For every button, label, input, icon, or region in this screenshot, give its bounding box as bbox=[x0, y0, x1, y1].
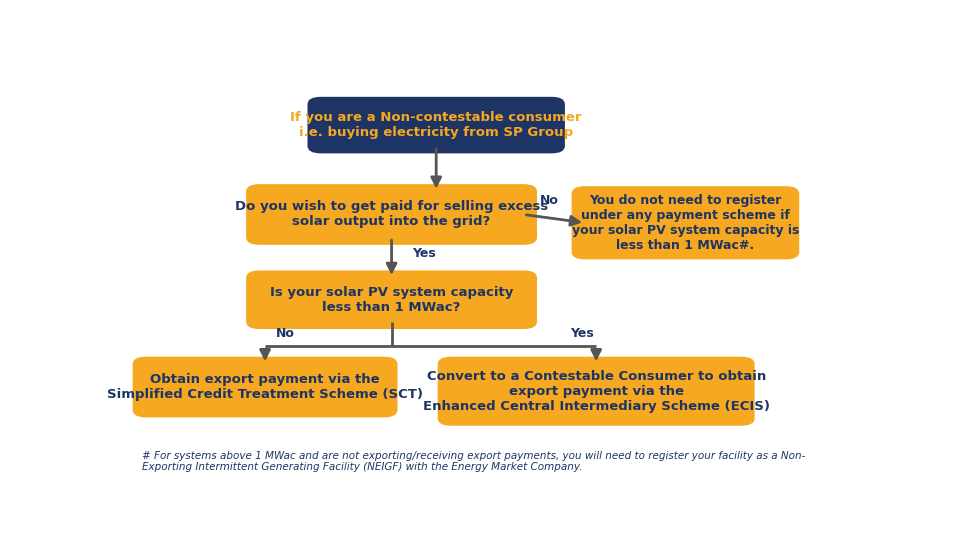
Text: # For systems above 1 MWac and are not exporting/receiving export payments, you : # For systems above 1 MWac and are not e… bbox=[142, 451, 805, 472]
Text: No: No bbox=[540, 194, 559, 207]
Text: Do you wish to get paid for selling excess
solar output into the grid?: Do you wish to get paid for selling exce… bbox=[235, 200, 548, 228]
Text: Yes: Yes bbox=[413, 247, 436, 260]
FancyBboxPatch shape bbox=[132, 357, 397, 417]
Text: You do not need to register
under any payment scheme if
your solar PV system cap: You do not need to register under any pa… bbox=[572, 194, 799, 252]
FancyBboxPatch shape bbox=[246, 184, 537, 245]
Text: Convert to a Contestable Consumer to obtain
export payment via the
Enhanced Cent: Convert to a Contestable Consumer to obt… bbox=[422, 370, 770, 413]
Text: Obtain export payment via the
Simplified Credit Treatment Scheme (SCT): Obtain export payment via the Simplified… bbox=[108, 373, 423, 401]
Text: Yes: Yes bbox=[570, 327, 594, 340]
FancyBboxPatch shape bbox=[307, 97, 564, 153]
Text: Is your solar PV system capacity
less than 1 MWac?: Is your solar PV system capacity less th… bbox=[270, 286, 514, 314]
FancyBboxPatch shape bbox=[438, 357, 755, 426]
FancyBboxPatch shape bbox=[246, 271, 537, 329]
Text: If you are a Non-contestable consumer
i.e. buying electricity from SP Group: If you are a Non-contestable consumer i.… bbox=[291, 111, 582, 139]
Text: No: No bbox=[276, 327, 295, 340]
FancyBboxPatch shape bbox=[571, 186, 800, 259]
